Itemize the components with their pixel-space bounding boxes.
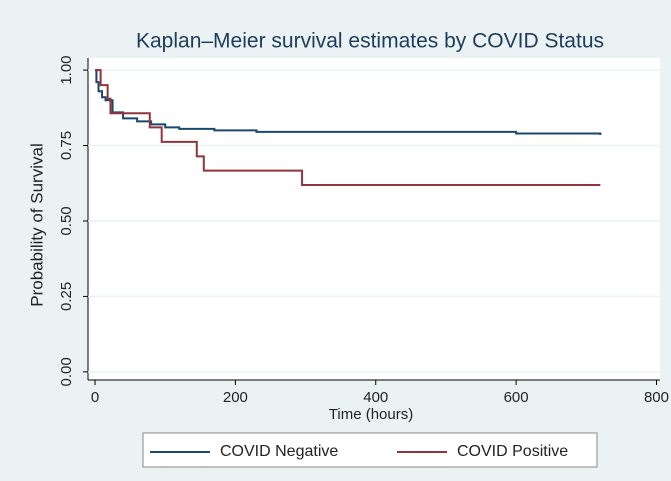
plot-area <box>88 58 660 380</box>
y-tick-label: 0.75 <box>58 131 75 160</box>
y-tick-label: 1.00 <box>58 55 75 84</box>
y-tick-label: 0.50 <box>58 206 75 235</box>
y-tick-label: 0.00 <box>58 357 75 386</box>
survival-line <box>95 69 601 187</box>
x-tick-label: 200 <box>223 389 248 406</box>
x-tick-label: 400 <box>363 389 388 406</box>
x-tick-label: 0 <box>91 389 99 406</box>
x-tick-label: 800 <box>644 389 669 406</box>
legend: COVID Negative COVID Positive <box>142 432 598 468</box>
x-tick-label: 600 <box>504 389 529 406</box>
legend-label: COVID Negative <box>220 443 338 460</box>
y-axis-title: Probability of Survival <box>27 143 46 306</box>
legend-box <box>142 432 598 468</box>
survival-line <box>95 69 602 135</box>
x-axis-title: Time (hours) <box>329 406 413 423</box>
legend-label: COVID Positive <box>457 443 568 460</box>
chart-title: Kaplan–Meier survival estimates by COVID… <box>136 30 604 53</box>
y-tick-label: 0.25 <box>58 282 75 311</box>
